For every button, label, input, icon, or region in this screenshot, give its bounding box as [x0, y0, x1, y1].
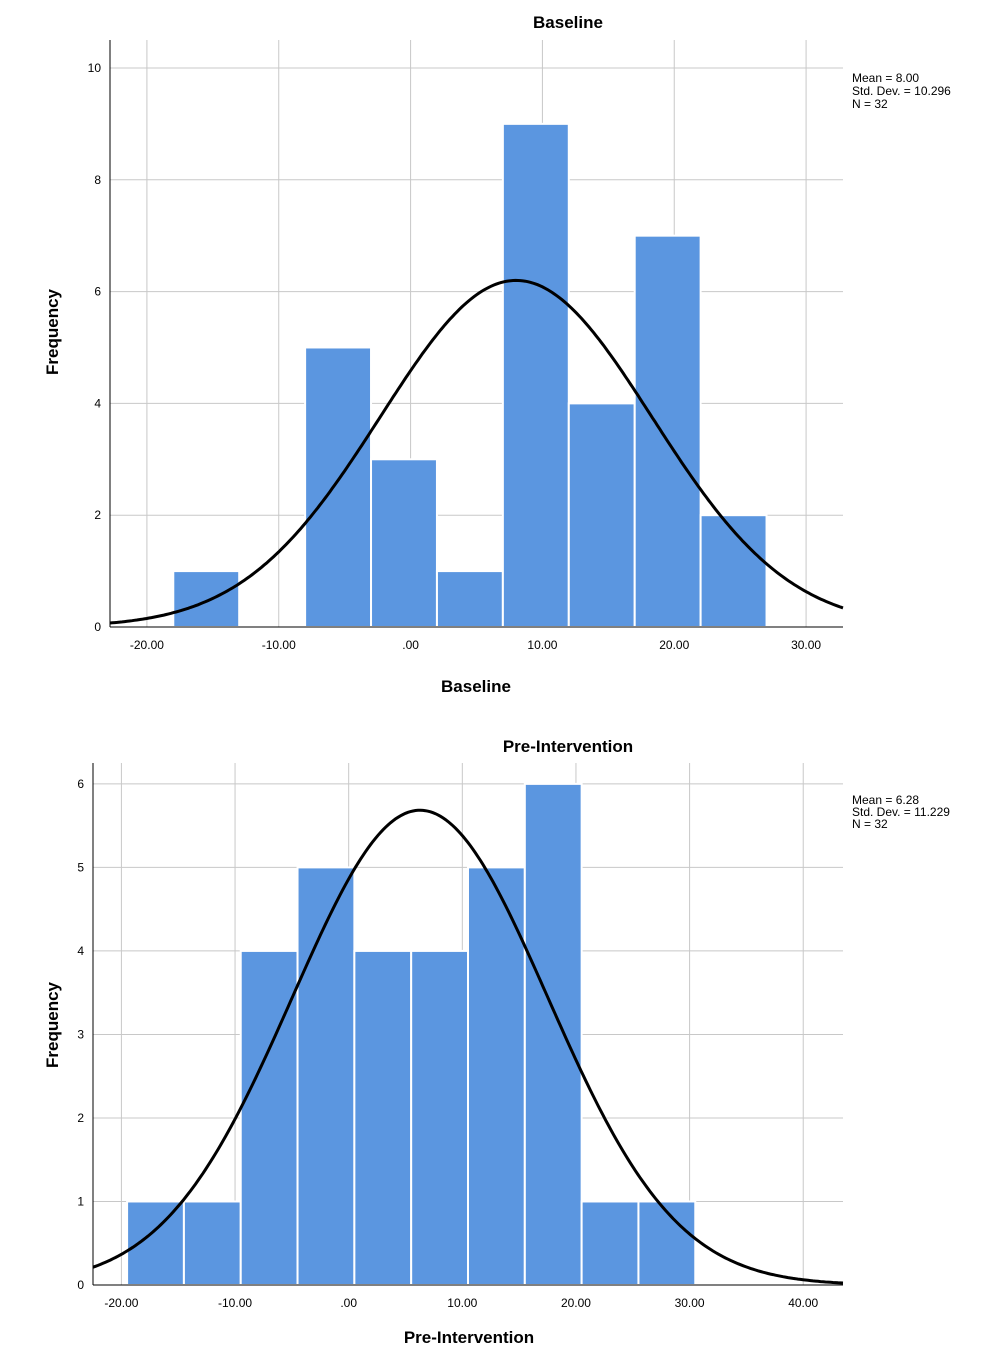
y-tick-label: 2 [94, 508, 101, 522]
histogram-bar [410, 949, 470, 1286]
x-tick-label: .00 [402, 638, 419, 652]
histogram-bar [370, 458, 438, 628]
x-tick-label: 30.00 [791, 638, 821, 652]
y-tick-label: 8 [94, 173, 101, 187]
stat-std-dev: Std. Dev. = 11.229 [852, 805, 950, 819]
y-tick-label: 1 [77, 1194, 84, 1208]
y-tick-label: 5 [77, 860, 84, 874]
histogram-bar [304, 346, 373, 628]
x-tick-label: -10.00 [262, 638, 296, 652]
x-tick-label: 30.00 [675, 1296, 705, 1310]
x-tick-label: -10.00 [218, 1296, 252, 1310]
x-axis-label: Pre-Intervention [404, 1328, 534, 1347]
histogram-bar [239, 949, 299, 1286]
histogram-bar [182, 1200, 242, 1286]
x-tick-label: -20.00 [130, 638, 164, 652]
stat-mean: Mean = 6.28 [852, 793, 919, 807]
histogram-bar [523, 782, 583, 1286]
histogram-bar [501, 122, 570, 628]
chart-title: Baseline [533, 13, 603, 32]
histogram-bar [435, 570, 504, 628]
x-tick-label: .00 [340, 1296, 357, 1310]
histogram-bar [353, 949, 413, 1286]
pre-intervention-histogram: Pre-Intervention -20.00 -10.00 .00 10.00 20.… [43, 737, 950, 1347]
histogram-bar [296, 866, 356, 1287]
x-tick-label: -20.00 [104, 1296, 138, 1310]
histogram-bar [637, 1200, 697, 1286]
stat-std-dev: Std. Dev. = 10.296 [852, 84, 951, 98]
y-tick-label: 6 [94, 285, 101, 299]
x-tick-label: 40.00 [788, 1296, 818, 1310]
x-tick-label: 20.00 [561, 1296, 591, 1310]
y-tick-label: 4 [77, 944, 84, 958]
histogram-bar [126, 1200, 185, 1286]
y-tick-label: 0 [94, 620, 101, 634]
x-tick-label: 10.00 [447, 1296, 477, 1310]
histogram-bar [699, 514, 768, 629]
stat-n: N = 32 [852, 817, 888, 831]
normal-curve [92, 808, 844, 1285]
y-tick-label: 10 [88, 61, 102, 75]
y-axis-label: Frequency [43, 981, 62, 1068]
stat-mean: Mean = 8.00 [852, 71, 919, 85]
histogram-bar [172, 570, 241, 628]
histogram-bar [633, 234, 702, 629]
chart-title: Pre-Intervention [503, 737, 633, 756]
x-tick-label: 10.00 [527, 638, 557, 652]
x-tick-label: 20.00 [659, 638, 689, 652]
stat-n: N = 32 [852, 97, 888, 111]
y-tick-label: 6 [77, 777, 84, 791]
y-tick-label: 0 [77, 1278, 84, 1292]
histogram-bar [567, 402, 636, 628]
normal-curve [109, 278, 844, 625]
y-tick-label: 4 [94, 396, 101, 410]
histogram-bar [580, 1200, 640, 1286]
y-tick-label: 2 [77, 1111, 84, 1125]
y-axis-label: Frequency [43, 288, 62, 375]
y-tick-label: 3 [77, 1027, 84, 1041]
baseline-histogram: Baseline -20.00 -10.00 .00 10.00 20.00 30.00 0… [43, 13, 951, 696]
x-axis-label: Baseline [441, 677, 511, 696]
